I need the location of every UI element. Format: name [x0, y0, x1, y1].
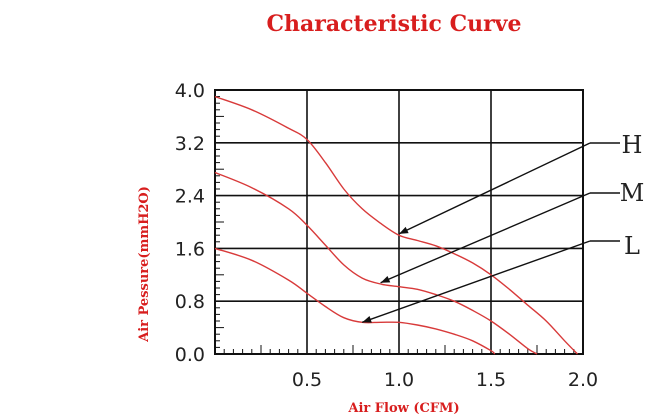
callout-label-m: M [620, 179, 645, 207]
callout-leader-h [398, 142, 591, 235]
callout-arrowhead-m [380, 275, 391, 283]
x-tick-label: 1.0 [384, 369, 414, 391]
grid [214, 89, 584, 355]
y-tick-label: 4.0 [175, 80, 205, 102]
tick-labels: 0.5 1.0 1.5 2.0 0.0 0.8 1.6 2.4 3.2 4.0 [175, 80, 598, 391]
series-line-h [214, 95, 578, 355]
series-line-m [214, 171, 538, 355]
x-axis-label: Air Flow (CFM) [347, 401, 459, 416]
curves [214, 95, 578, 355]
y-tick-label: 0.0 [175, 344, 205, 366]
callout-leader-m [380, 192, 591, 284]
x-tick-label: 0.5 [292, 369, 322, 391]
x-tick-label: 1.5 [476, 369, 506, 391]
callouts: HML [361, 131, 645, 323]
y-axis-label: Air Pessure(mmH2O) [137, 186, 152, 343]
y-tick-label: 3.2 [175, 133, 205, 155]
y-tick-label: 0.8 [175, 291, 205, 313]
y-tick-label: 1.6 [175, 238, 205, 260]
callout-label-l: L [624, 232, 640, 260]
series-line-l [214, 247, 496, 355]
y-tick-label: 2.4 [175, 186, 205, 208]
callout-label-h: H [622, 131, 643, 159]
chart-title: Characteristic Curve [267, 11, 522, 37]
callout-arrowhead-h [399, 226, 409, 234]
callout-leader-l [361, 240, 591, 323]
x-tick-label: 2.0 [568, 369, 598, 391]
callout-arrowhead-l [362, 315, 372, 323]
